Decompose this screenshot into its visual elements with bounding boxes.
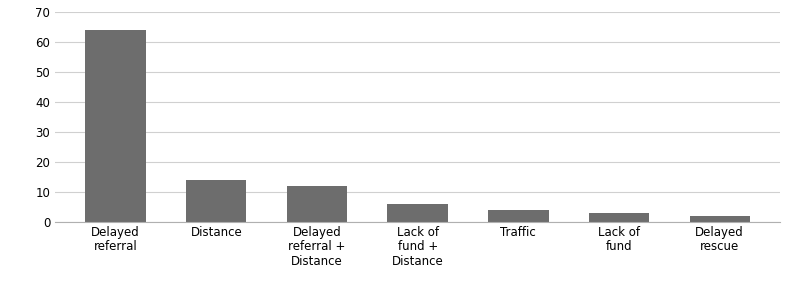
Bar [287, 186, 348, 222]
Bar [186, 180, 247, 222]
Bar [589, 213, 649, 222]
Bar [488, 210, 548, 222]
Bar [85, 30, 146, 222]
Bar [388, 204, 448, 222]
Bar [690, 216, 750, 222]
